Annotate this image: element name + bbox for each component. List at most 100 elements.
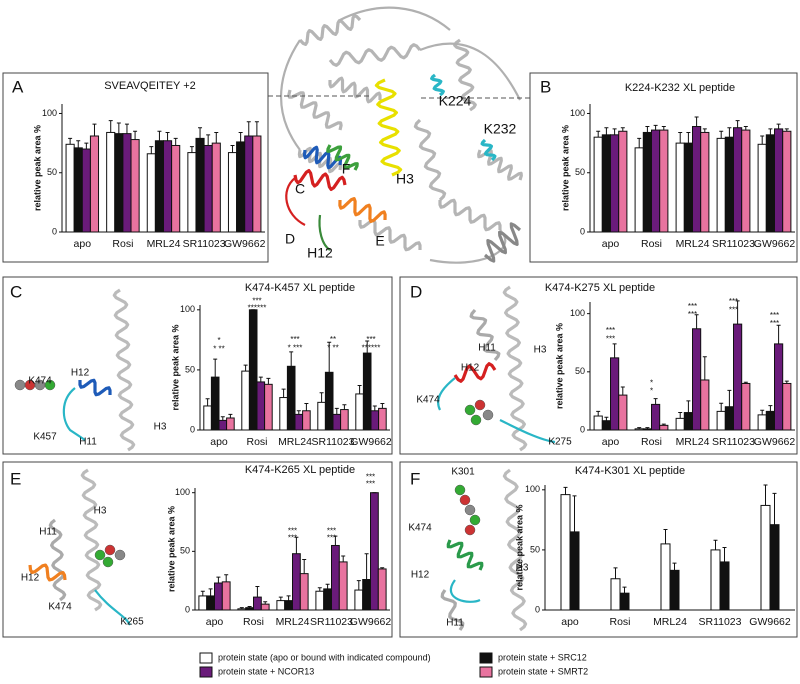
bar <box>569 531 580 611</box>
structure-label: H3 <box>154 422 167 433</box>
error-bar <box>776 324 781 344</box>
bar <box>315 590 325 611</box>
bar <box>659 424 669 431</box>
panel-letter: E <box>10 469 21 488</box>
bar <box>362 579 372 611</box>
helix <box>287 89 343 131</box>
x-tick-label: Rosi <box>641 238 662 250</box>
error-bar <box>68 137 73 145</box>
panel-letter: B <box>540 77 551 96</box>
helix <box>328 76 382 104</box>
structure-label: H12 <box>411 570 430 581</box>
y-tick-label: 50 <box>575 167 585 177</box>
error-bar <box>133 130 138 140</box>
bar <box>154 140 165 233</box>
significance: ** <box>330 335 336 344</box>
bar <box>675 417 685 431</box>
bar <box>206 595 215 611</box>
x-tick-label: SR11023 <box>183 238 226 250</box>
error-bar <box>319 392 324 403</box>
error-bar <box>84 142 89 150</box>
x-tick-label: MRL24 <box>653 616 687 628</box>
bar <box>618 130 628 233</box>
bar <box>741 129 751 233</box>
x-tick-label: GW9662 <box>350 616 392 628</box>
structure-label: D <box>285 231 295 247</box>
atom <box>464 404 476 416</box>
legend-swatch <box>199 652 213 664</box>
legend-swatch <box>199 666 213 678</box>
bar <box>146 153 156 233</box>
bar <box>733 323 743 431</box>
bar <box>241 370 250 431</box>
helix <box>440 589 465 631</box>
chart-title: K224-K232 XL peptide <box>625 82 735 94</box>
bar <box>692 328 702 431</box>
bar <box>378 407 387 431</box>
atom <box>14 379 26 391</box>
bar <box>299 573 309 611</box>
error-bar <box>776 123 781 129</box>
bar <box>198 595 208 611</box>
error-bar <box>372 405 377 411</box>
helix <box>358 218 422 252</box>
bar <box>276 600 286 611</box>
bar <box>355 393 364 431</box>
structure-label: K232 <box>484 121 517 137</box>
error-bar <box>213 358 218 378</box>
atom <box>104 544 116 556</box>
error-bar <box>238 131 243 142</box>
bar <box>187 152 197 233</box>
x-tick-label: apo <box>602 238 620 250</box>
error-bar <box>157 130 162 141</box>
atom <box>474 399 486 411</box>
error-bar <box>678 131 683 144</box>
helix <box>374 78 403 177</box>
y-tick-label: 50 <box>47 167 57 177</box>
x-tick-label: GW9662 <box>749 616 791 628</box>
x-tick-label: MRL24 <box>278 436 312 448</box>
error-bar <box>743 381 748 384</box>
bar <box>724 406 734 431</box>
atom <box>469 514 481 526</box>
structure-label: K224 <box>439 93 472 109</box>
bar <box>323 588 333 611</box>
helix <box>293 169 347 191</box>
bar <box>669 569 680 611</box>
bar <box>130 139 140 233</box>
x-tick-label: Rosi <box>243 616 264 628</box>
error-bar <box>239 607 244 609</box>
significance: *** <box>288 527 297 536</box>
error-bar <box>294 536 299 554</box>
bar <box>692 126 702 233</box>
helix <box>28 563 67 582</box>
bar <box>226 417 235 431</box>
error-bar <box>258 376 263 382</box>
error-bar <box>596 410 601 417</box>
error-bar <box>224 574 229 582</box>
loop <box>94 589 131 626</box>
bar <box>248 309 258 431</box>
significance: * ** <box>213 345 225 354</box>
helix <box>326 144 359 171</box>
error-bar <box>768 405 773 412</box>
helix <box>302 145 343 170</box>
error-bar <box>334 407 339 415</box>
bar <box>114 133 124 233</box>
x-tick-label: GW9662 <box>754 238 796 250</box>
significance: *** <box>288 534 297 543</box>
error-bar <box>333 535 338 546</box>
y-tick-label: 100 <box>180 304 195 314</box>
structure-label: H12 <box>461 363 480 374</box>
error-bar <box>243 364 248 372</box>
x-tick-label: SR11023 <box>310 616 353 628</box>
bar <box>757 414 767 431</box>
structure-label: H11 <box>478 343 496 354</box>
error-bar <box>216 576 221 584</box>
bar <box>292 553 301 611</box>
bar <box>377 568 387 611</box>
loop <box>285 177 306 226</box>
x-tick-label: apo <box>74 238 92 250</box>
error-bar <box>317 587 322 592</box>
